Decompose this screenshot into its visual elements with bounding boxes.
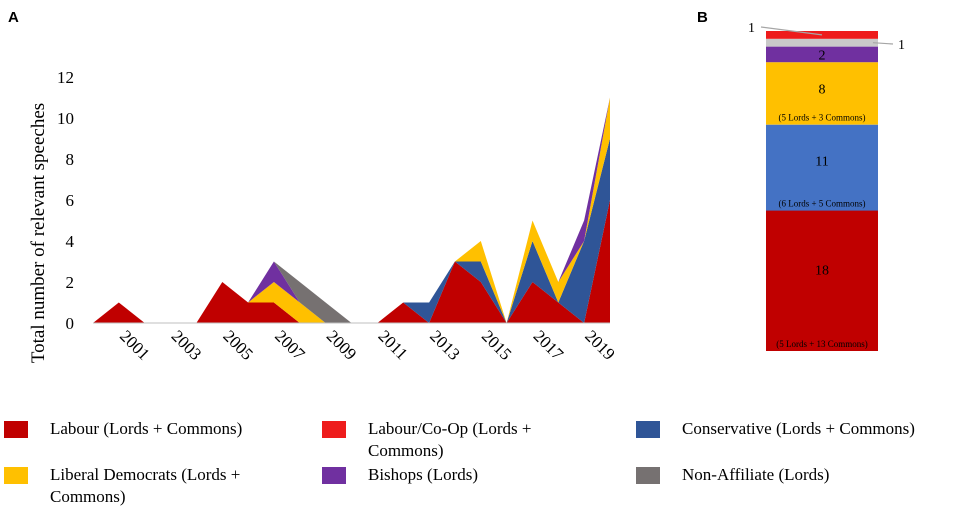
area-chart: Total number of relevant speeches 0 2 4 6 8 1… <box>28 68 619 364</box>
y-tick-label: 4 <box>66 232 75 251</box>
legend-label-labour-coop: Labour/Co-Op (Lords + Commons) <box>368 419 532 460</box>
legend-swatch-conservative <box>636 421 660 438</box>
legend-swatch-labour <box>4 421 28 438</box>
legend-label-labour: Labour (Lords + Commons) <box>50 419 243 438</box>
legend-item-labour: Labour (Lords + Commons) <box>4 418 304 440</box>
bar-segment-libdem <box>766 62 878 125</box>
area-series-libdem <box>93 97 610 323</box>
x-tick-label: 2017 <box>530 326 568 364</box>
x-tick-label: 2007 <box>271 326 309 364</box>
legend-label-libdem: Liberal Democrats (Lords + Commons) <box>50 465 241 506</box>
callout-line <box>760 26 823 36</box>
bar-value-label: 18 <box>815 264 829 279</box>
legend-swatch-labour-coop <box>322 421 346 438</box>
legend-label-nonaffiliate: Non-Affiliate (Lords) <box>682 465 830 484</box>
y-tick-label: 12 <box>57 68 74 87</box>
legend-item-conservative: Conservative (Lords + Commons) <box>636 418 956 440</box>
x-tick-label: 2013 <box>426 326 463 363</box>
x-tick-label: 2003 <box>168 326 205 363</box>
legend-item-libdem: Liberal Democrats (Lords + Commons) <box>4 464 304 508</box>
legend-swatch-libdem <box>4 467 28 484</box>
bar-segment-labour <box>766 210 878 351</box>
area-series-conservative <box>93 138 610 323</box>
legend-item-labour-coop: Labour/Co-Op (Lords + Commons) <box>322 418 592 462</box>
x-ticks: 2001 2003 2005 2007 2009 2011 2013 2015 2017 2019 <box>116 326 619 364</box>
legend-swatch-nonaffiliate <box>636 467 660 484</box>
x-tick-label: 2001 <box>116 326 153 363</box>
y-tick-label: 6 <box>66 191 75 210</box>
bar-segment-bishops <box>766 46 878 63</box>
x-tick-label: 2005 <box>219 326 256 363</box>
x-tick-label: 2011 <box>375 326 412 363</box>
y-tick-label: 0 <box>66 314 75 333</box>
bar-value-label: 8 <box>819 82 826 97</box>
y-tick-label: 10 <box>57 109 74 128</box>
y-ticks: 0 2 4 6 8 10 12 <box>57 68 75 333</box>
bar-segment-bar_gray <box>766 38 878 47</box>
area-series-labour <box>93 200 610 323</box>
bar-segment-bar_conservative <box>766 124 878 211</box>
bar-sublabel: (6 Lords + 5 Commons) <box>778 199 865 209</box>
bar-sublabel: (5 Lords + 3 Commons) <box>778 113 865 123</box>
callout-line <box>872 42 894 45</box>
legend-item-nonaffiliate: Non-Affiliate (Lords) <box>636 464 936 486</box>
panel-label-b: B <box>697 9 708 26</box>
bar-value-label: 2 <box>819 48 826 63</box>
panel-label-a: A <box>8 9 19 26</box>
y-tick-label: 8 <box>66 150 75 169</box>
bar-value-label: 11 <box>815 155 828 170</box>
figure: A B Total number of relevant speeches 0 2… <box>8 9 905 364</box>
legend-swatch-bishops <box>322 467 346 484</box>
legend-item-bishops: Bishops (Lords) <box>322 464 592 486</box>
x-tick-label: 2019 <box>581 326 618 363</box>
x-tick-label: 2015 <box>478 326 515 363</box>
legend: Labour (Lords + Commons) Labour/Co-Op (L… <box>0 412 957 512</box>
y-tick-label: 2 <box>66 273 75 292</box>
area-layers <box>93 97 610 323</box>
bar-value-label: 1 <box>748 21 755 36</box>
stacked-bar-chart: 18(5 Lords + 13 Commons)11(6 Lords + 5 C… <box>748 21 905 351</box>
x-tick-label: 2009 <box>323 326 360 363</box>
y-axis-label: Total number of relevant speeches <box>28 103 49 363</box>
bar-sublabel: (5 Lords + 13 Commons) <box>776 339 868 349</box>
legend-label-bishops: Bishops (Lords) <box>368 465 479 484</box>
legend-label-conservative: Conservative (Lords + Commons) <box>682 419 915 438</box>
bar-value-label: 1 <box>898 38 905 53</box>
